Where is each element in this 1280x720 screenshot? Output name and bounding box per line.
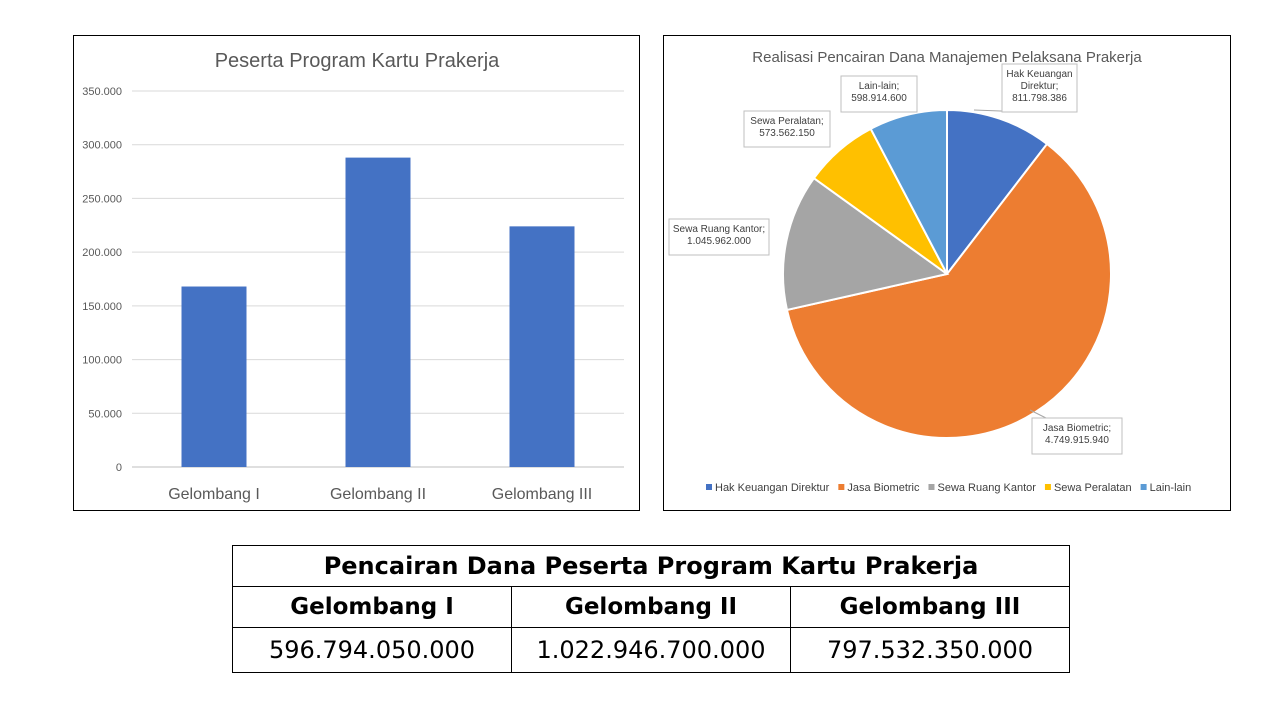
bar-x-tick-label: Gelombang I <box>168 486 260 503</box>
bar-y-tick-label: 350.000 <box>82 86 122 98</box>
pie-slice-3 <box>782 176 950 312</box>
legend-swatch <box>706 484 712 490</box>
pie-data-label: Jasa Biometric; 4.749.915.940 <box>1043 423 1111 446</box>
pie-chart: Realisasi Pencairan Dana Manajemen Pelak… <box>668 49 1192 494</box>
bar-chart: Peserta Program Kartu Prakerja 0 50.000 10… <box>82 50 624 503</box>
bar-chart-title: Peserta Program Kartu Prakerja <box>215 50 500 72</box>
legend-swatch <box>1044 484 1051 490</box>
legend-item-label: Hak Keuangan Direktur <box>715 482 830 494</box>
pie-label-box <box>1031 417 1123 455</box>
bar-x-tick-label: Gelombang III <box>492 486 593 503</box>
summary-table: Pencairan Dana Peserta Program Kartu Pra… <box>232 545 1070 673</box>
bar-2 <box>345 157 411 467</box>
pie-data-label: Lain-lain; 598.914.600 <box>851 81 907 104</box>
table-value-gelombang-1: 596.794.050.000 <box>232 627 512 673</box>
pie-data-label: Hak Keuangan Direktur; 811.798.386 <box>1006 69 1072 104</box>
pie-data-label: Sewa Ruang Kantor; 1.045.962.000 <box>673 224 765 247</box>
legend-swatch <box>838 484 845 490</box>
pie-label-box <box>840 75 918 113</box>
table-header-gelombang-3: Gelombang III <box>790 586 1070 628</box>
bar-y-tick-label: 150.000 <box>82 301 122 313</box>
bar-y-tick-label: 300.000 <box>82 140 122 152</box>
pie-chart-title: Realisasi Pencairan Dana Manajemen Pelak… <box>752 49 1142 66</box>
legend-item-label: Sewa Peralatan <box>1054 482 1132 494</box>
bar-y-tick-label: 0 <box>116 462 122 474</box>
pie-label-box <box>668 218 770 256</box>
bar-y-tick-label: 50.000 <box>88 408 122 420</box>
pie-slice-5 <box>869 108 948 275</box>
pie-label-box <box>743 110 831 148</box>
table-value-gelombang-2: 1.022.946.700.000 <box>511 627 791 673</box>
pie-leader-line <box>1029 409 1047 419</box>
pie-label-box <box>1001 63 1078 113</box>
pie-data-label: Sewa Peralatan; 573.562.150 <box>750 116 823 139</box>
bar-y-tick-label: 250.000 <box>82 193 122 205</box>
table-value-gelombang-3: 797.532.350.000 <box>790 627 1070 673</box>
bar-1 <box>181 286 247 467</box>
legend-item-label: Jasa Biometric <box>847 482 920 494</box>
pie-slice-1 <box>946 108 1049 277</box>
bar-x-tick-label: Gelombang II <box>330 486 426 503</box>
legend-item-label: Lain-lain <box>1150 482 1192 494</box>
bar-y-tick-label: 100.000 <box>82 355 122 367</box>
bar-3 <box>509 226 575 467</box>
table-header-gelombang-1: Gelombang I <box>232 586 512 628</box>
table-header-gelombang-2: Gelombang II <box>511 586 791 628</box>
legend-swatch <box>1140 484 1147 490</box>
legend-swatch <box>928 484 935 490</box>
bar-chart-panel: Peserta Program Kartu Prakerja 0 50.000 10… <box>73 35 640 511</box>
bar-y-tick-label: 200.000 <box>82 247 122 259</box>
pie-chart-panel: Realisasi Pencairan Dana Manajemen Pelak… <box>663 35 1231 511</box>
table-title: Pencairan Dana Peserta Program Kartu Pra… <box>232 545 1070 587</box>
legend-item-label: Sewa Ruang Kantor <box>937 482 1036 494</box>
